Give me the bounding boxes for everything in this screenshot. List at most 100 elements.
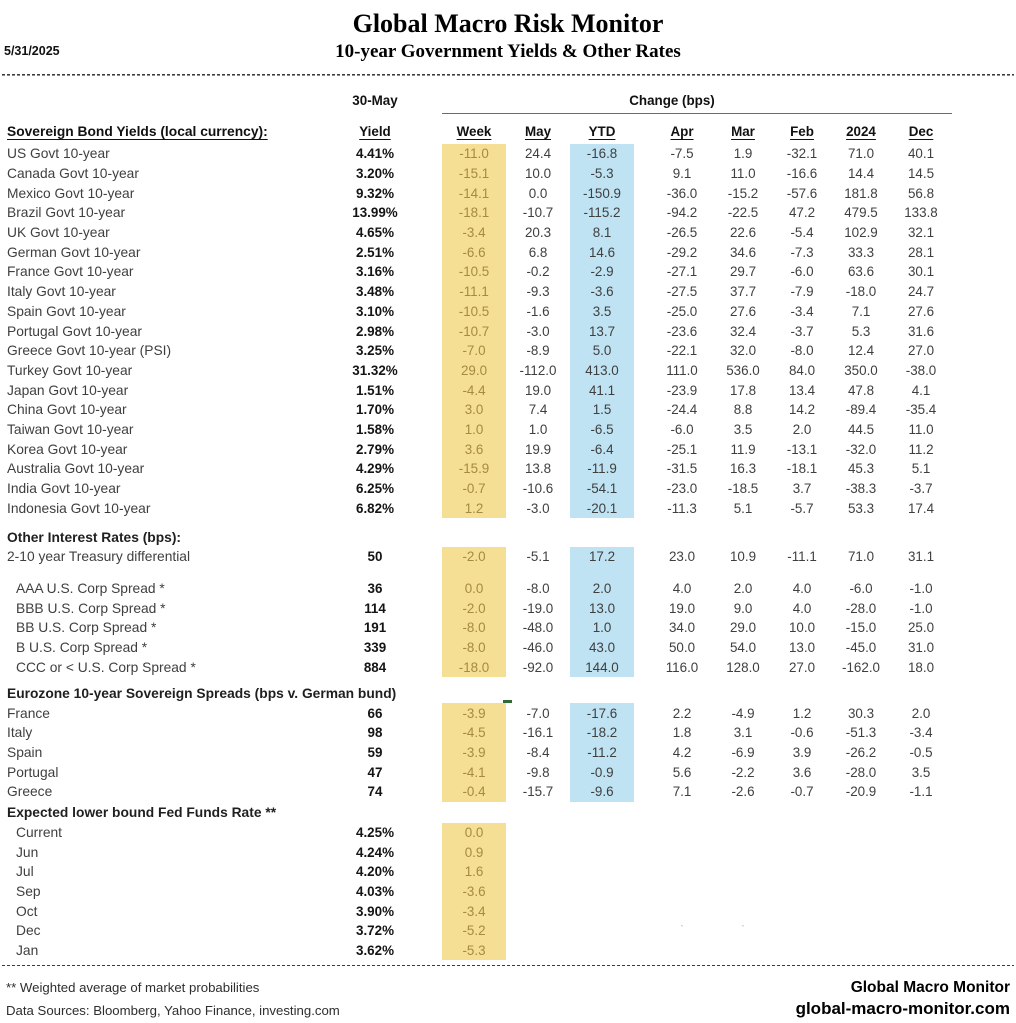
- row-label: 2-10 year Treasury differential: [7, 549, 191, 565]
- row-label: Portugal Govt 10-year: [7, 323, 142, 339]
- change-value-feb: -18.1: [786, 461, 818, 477]
- change-value-dec: 27.0: [907, 343, 935, 359]
- change-value-mar: 128.0: [726, 659, 760, 675]
- change-value-may: -92.0: [522, 659, 554, 675]
- row-label: Spain: [7, 744, 43, 760]
- footer-left: ** Weighted average of market probabilit…: [6, 977, 340, 1022]
- table-row: Jan 3.62% -5.3: [0, 940, 1016, 961]
- section-header-label: Other Interest Rates (bps):: [7, 529, 182, 545]
- change-value-2024: -28.0: [845, 764, 877, 780]
- section-header-row: Other Interest Rates (bps):: [0, 527, 1016, 547]
- change-value-may: -1.6: [526, 303, 550, 319]
- change-value-apr: -23.9: [666, 382, 698, 398]
- change-value-feb: 4.0: [792, 600, 812, 616]
- table-section: Expected lower bound Fed Funds Rate ** Cu…: [0, 803, 1016, 961]
- change-value-may: 19.0: [524, 382, 552, 398]
- yield-value: 2.79%: [356, 441, 394, 457]
- row-label: BB U.S. Corp Spread *: [16, 620, 157, 636]
- change-value-ytd: 14.6: [570, 242, 634, 263]
- change-value-week: 1.6: [442, 862, 506, 882]
- row-label: Mexico Govt 10-year: [7, 185, 135, 201]
- row-label: Sep: [16, 884, 41, 900]
- yield-value: 9.32%: [356, 185, 394, 201]
- change-value-feb: 13.0: [788, 640, 816, 656]
- table-row: France 66 -3.9 -7.0 -17.6 2.2 -4.9 1.2 30.3 2.0: [0, 703, 1016, 723]
- change-value-may: -7.0: [526, 705, 550, 721]
- change-value-feb: 13.4: [788, 382, 816, 398]
- change-value-dec: 31.1: [907, 549, 935, 565]
- section-header-row: Eurozone 10-year Sovereign Spreads (bps …: [0, 683, 1016, 703]
- row-label: Turkey Govt 10-year: [7, 362, 133, 378]
- yield-value: 13.99%: [352, 205, 398, 221]
- change-value-2024: 102.9: [844, 225, 878, 241]
- yield-value: 3.20%: [356, 166, 394, 182]
- change-value-ytd: 41.1: [570, 380, 634, 400]
- section-header-label: Eurozone 10-year Sovereign Spreads (bps …: [7, 685, 397, 701]
- change-value-ytd: -17.6: [570, 703, 634, 723]
- change-value-ytd: -16.8: [570, 144, 634, 164]
- table-row: Mexico Govt 10-year 9.32% -14.1 0.0 -150.9 -3…: [0, 183, 1016, 204]
- change-value-mar: -15.2: [727, 185, 759, 201]
- change-value-feb: 27.0: [788, 659, 816, 675]
- change-value-dec: 2.0: [911, 705, 931, 721]
- row-label: B U.S. Corp Spread *: [16, 640, 148, 656]
- change-value-week: [442, 566, 506, 579]
- change-value-mar: -4.9: [731, 705, 755, 721]
- change-value-may: -8.9: [526, 343, 550, 359]
- change-value-week: 0.9: [442, 842, 506, 862]
- change-value-week: 1.0: [442, 419, 506, 440]
- change-value-apr: -25.0: [666, 303, 698, 319]
- change-value-2024: -18.0: [845, 284, 877, 300]
- change-value-mar: ˋ: [741, 924, 745, 935]
- row-label: Greece Govt 10-year (PSI): [7, 343, 172, 359]
- change-value-ytd: -18.2: [570, 722, 634, 743]
- change-value-dec: 133.8: [904, 205, 938, 221]
- change-value-ytd: -11.9: [570, 459, 634, 479]
- change-value-feb: 3.6: [792, 764, 812, 780]
- change-value-may: -9.8: [526, 764, 550, 780]
- column-header-30may: 30-May: [352, 92, 398, 108]
- change-value-dec: 18.0: [907, 659, 935, 675]
- change-value-mar: 9.0: [733, 600, 753, 616]
- table-row: China Govt 10-year 1.70% 3.0 7.4 1.5 -24.4 8.8…: [0, 399, 1016, 420]
- change-value-week: -2.0: [442, 547, 506, 567]
- table-row: AAA U.S. Corp Spread * 36 0.0 -8.0 2.0 4.0 2.0…: [0, 578, 1016, 599]
- column-header-week: Week: [456, 123, 492, 139]
- column-header-dec: Dec: [908, 123, 934, 139]
- change-value-mar: 536.0: [726, 362, 760, 378]
- change-value-apr: 111.0: [666, 362, 698, 378]
- change-value-apr: -25.1: [666, 441, 698, 457]
- spacer-row: [0, 566, 1016, 579]
- yield-value: 3.90%: [356, 903, 394, 919]
- table-row: 2-10 year Treasury differential 50 -2.0 -5.…: [0, 547, 1016, 567]
- table-row: UK Govt 10-year 4.65% -3.4 20.3 8.1 -26.5 22.6…: [0, 222, 1016, 243]
- section-header-label: Expected lower bound Fed Funds Rate **: [7, 805, 277, 821]
- change-value-mar: 3.1: [733, 725, 753, 741]
- report-footer: ** Weighted average of market probabilit…: [0, 977, 1016, 1022]
- change-value-ytd: 1.0: [570, 618, 634, 638]
- table-column-header-row: Sovereign Bond Yields (local currency): …: [0, 118, 1016, 144]
- change-value-may: 13.8: [524, 461, 552, 477]
- row-label: BBB U.S. Corp Spread *: [16, 600, 166, 616]
- footer-right: Global Macro Monitor global-macro-monito…: [796, 977, 1010, 1019]
- change-value-dec: 3.5: [911, 764, 931, 780]
- change-value-feb: -11.1: [787, 549, 817, 565]
- change-value-ytd: -115.2: [570, 203, 634, 223]
- change-value-week: -7.0: [442, 340, 506, 361]
- change-value-ytd: -150.9: [570, 183, 634, 204]
- change-value-may: 0.0: [528, 185, 548, 201]
- change-value-2024: 350.0: [844, 362, 878, 378]
- yield-value: 36: [367, 581, 383, 597]
- table-row: Current 4.25% 0.0: [0, 822, 1016, 843]
- yield-value: 59: [367, 744, 383, 760]
- row-label: France: [7, 705, 50, 721]
- change-value-feb: -8.0: [790, 343, 814, 359]
- change-value-week: 1.2: [442, 498, 506, 519]
- change-value-ytd: 13.0: [570, 598, 634, 619]
- change-value-2024: 33.3: [847, 244, 875, 260]
- yield-value: 3.62%: [356, 943, 394, 959]
- change-value-apr: 4.0: [672, 581, 692, 597]
- yield-value: 1.51%: [356, 382, 394, 398]
- change-value-week: -4.4: [442, 380, 506, 400]
- change-value-2024: 12.4: [847, 343, 875, 359]
